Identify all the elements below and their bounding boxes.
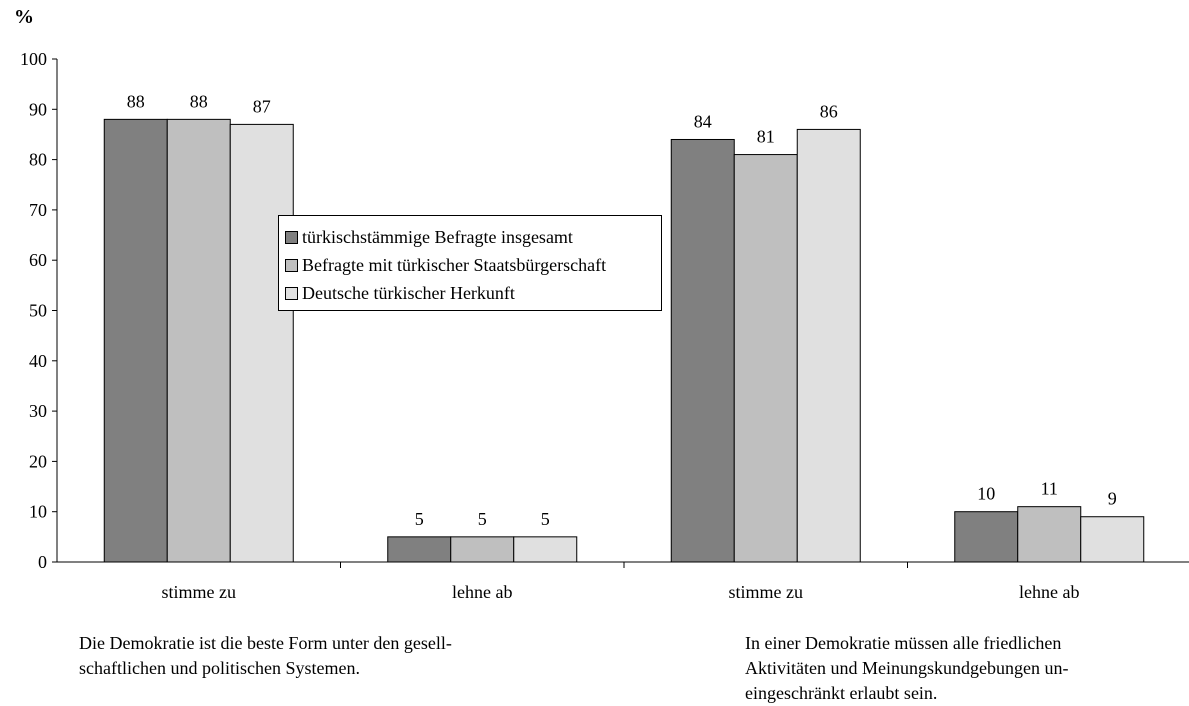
bar-value-label: 88: [127, 91, 145, 111]
y-tick-label: 90: [29, 99, 47, 119]
x-category-label: lehne ab: [452, 582, 512, 602]
bar-value-label: 5: [541, 509, 550, 529]
legend-swatch-1: [285, 258, 298, 272]
y-tick-label: 50: [29, 301, 47, 321]
bar-value-label: 5: [415, 509, 424, 529]
bar-value-label: 84: [694, 111, 712, 131]
caption-right: In einer Demokratie müssen alle friedlic…: [745, 633, 1069, 703]
bar: [166, 118, 231, 563]
y-tick-label: 40: [29, 351, 47, 371]
y-tick-label: 60: [29, 250, 47, 270]
bar: [513, 536, 578, 563]
bar-value-label: 5: [478, 509, 487, 529]
y-tick-label: 80: [29, 150, 47, 170]
legend-label-2: Deutsche türkischer Herkunft: [302, 282, 515, 303]
x-category-label: stimme zu: [162, 582, 237, 602]
bar: [954, 511, 1019, 563]
bar-value-label: 11: [1041, 479, 1058, 499]
bar: [103, 118, 168, 563]
y-tick-label: 0: [38, 552, 47, 572]
legend-item-0: türkischstämmige Befragte insgesamt: [285, 223, 661, 251]
legend-label-1: Befragte mit türkischer Staatsbürgerscha…: [302, 254, 607, 275]
caption-left: Die Demokratie ist die beste Form unter …: [79, 633, 452, 678]
legend: türkischstämmige Befragte insgesamt Befr…: [278, 215, 662, 311]
bar: [733, 154, 798, 563]
bar-value-label: 10: [977, 484, 995, 504]
bar-value-label: 9: [1108, 489, 1117, 509]
x-category-label: lehne ab: [1019, 582, 1079, 602]
y-tick-label: 30: [29, 401, 47, 421]
x-category-label: stimme zu: [729, 582, 804, 602]
legend-swatch-0: [285, 230, 298, 244]
y-tick-label: 70: [29, 200, 47, 220]
y-tick-label: 20: [29, 451, 47, 471]
bar: [229, 123, 294, 563]
bar-value-label: 81: [757, 127, 775, 147]
bar-value-label: 88: [190, 91, 208, 111]
bar-value-label: 86: [820, 101, 838, 121]
legend-item-2: Deutsche türkischer Herkunft: [285, 279, 661, 307]
bar: [1017, 506, 1082, 563]
bar: [387, 536, 452, 563]
legend-item-1: Befragte mit türkischer Staatsbürgerscha…: [285, 251, 661, 279]
bar-value-label: 87: [253, 96, 271, 116]
legend-label-0: türkischstämmige Befragte insgesamt: [302, 226, 573, 247]
y-axis-label: %: [14, 6, 34, 28]
bar: [1080, 516, 1145, 563]
y-tick-label: 10: [29, 502, 47, 522]
y-tick-label: 100: [20, 49, 47, 69]
bar: [796, 128, 861, 563]
bar: [450, 536, 515, 563]
bar: [670, 138, 735, 563]
legend-swatch-2: [285, 286, 298, 300]
